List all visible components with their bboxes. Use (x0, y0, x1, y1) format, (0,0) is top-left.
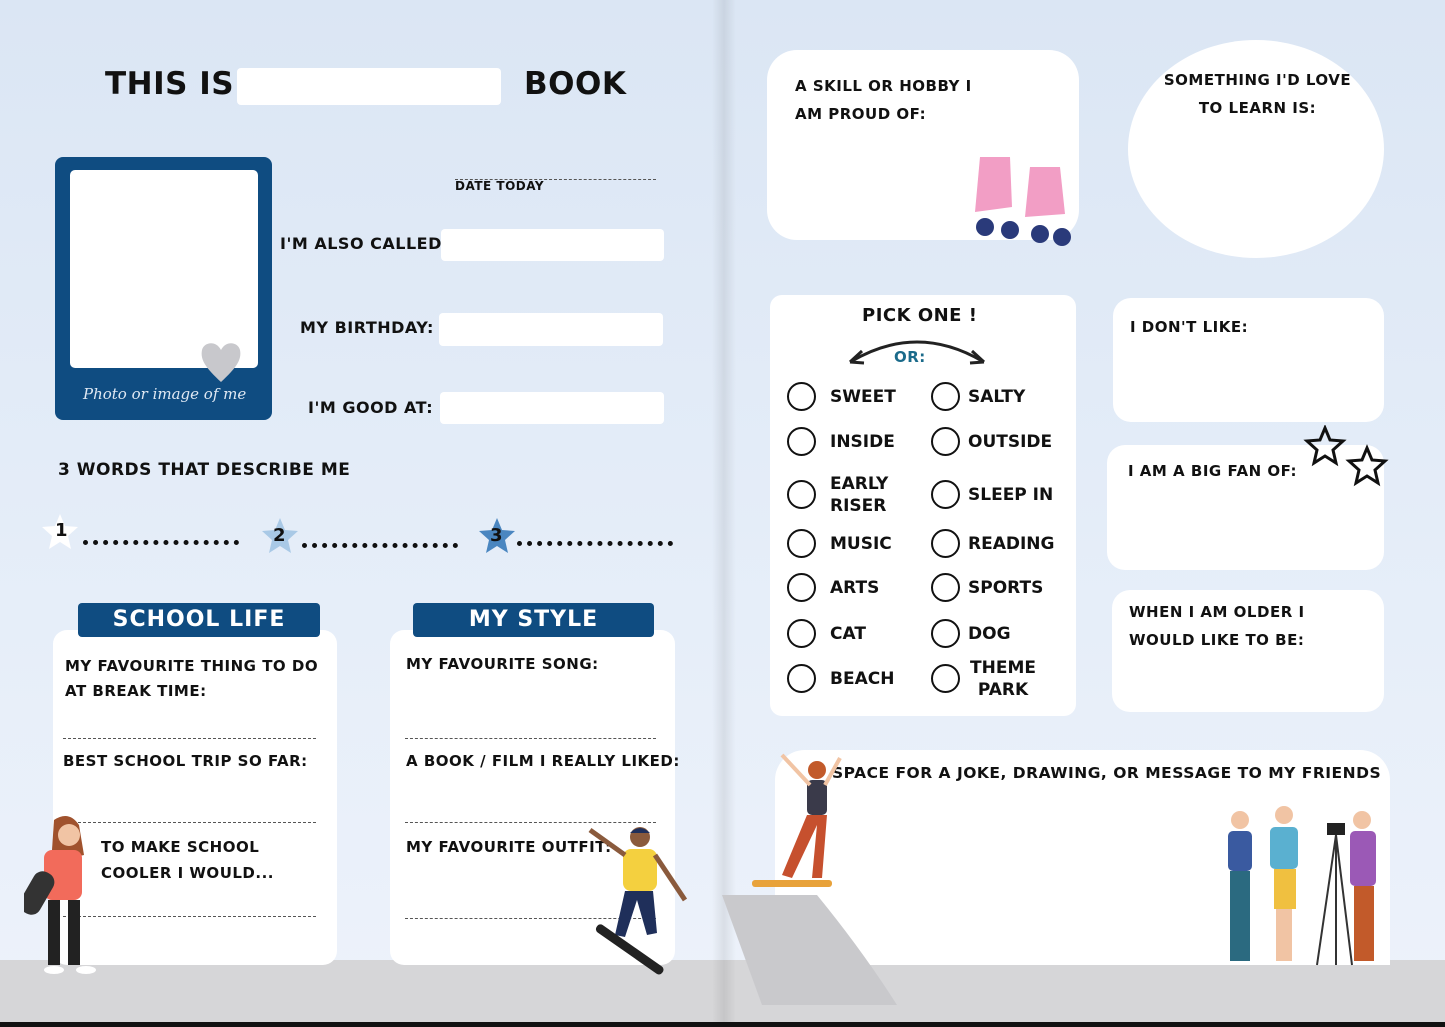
photo-frame: Photo or image of me (55, 157, 272, 420)
break-time-prompt: MY FAVOURITE THING TO DO AT BREAK TIME: (65, 657, 319, 700)
ground-strip (0, 960, 722, 1022)
also-called-label: I'M ALSO CALLED: (280, 234, 449, 253)
pick-one-card (770, 295, 1076, 716)
answer-line[interactable] (405, 822, 656, 823)
double-arrow-icon (848, 340, 986, 365)
book-spine (712, 0, 736, 1022)
option-label: SWEET (830, 387, 896, 407)
book-film-prompt: A BOOK / FILM I REALLY LIKED: (406, 752, 680, 770)
word-number-2: 2 (273, 525, 287, 546)
option-radio[interactable] (931, 382, 960, 411)
favourite-song-prompt: MY FAVOURITE SONG: (406, 655, 599, 673)
option-radio[interactable] (931, 619, 960, 648)
good-at-label: I'M GOOD AT: (308, 398, 434, 417)
girl-with-skateboard-illustration (24, 816, 96, 974)
option-label: EARLY RISER (830, 474, 889, 516)
option-radio[interactable] (787, 427, 816, 456)
message-prompt: SPACE FOR A JOKE, DRAWING, OR MESSAGE TO… (832, 764, 1382, 782)
option-label: SPORTS (968, 578, 1044, 598)
boy-skateboarding-illustration (588, 827, 688, 975)
answer-line[interactable] (405, 918, 656, 919)
birthday-field[interactable] (439, 313, 663, 346)
title-suffix: BOOK (524, 66, 627, 102)
learn-card (1128, 40, 1384, 258)
answer-line[interactable] (63, 822, 316, 823)
heart-icon (201, 343, 241, 382)
bottom-border (0, 1022, 1445, 1027)
option-radio[interactable] (787, 573, 816, 602)
word-line-2[interactable] (302, 543, 458, 548)
pick-one-title: PICK ONE ! (862, 305, 978, 326)
or-label: OR: (894, 348, 926, 366)
word-line-1[interactable] (83, 540, 239, 545)
option-radio[interactable] (787, 480, 816, 509)
photo-caption: Photo or image of me (83, 385, 247, 403)
school-life-card (53, 630, 337, 965)
option-label: OUTSIDE (968, 432, 1053, 452)
dont-like-prompt: I DON'T LIKE: (1130, 318, 1249, 336)
option-label: SLEEP IN (968, 485, 1054, 505)
school-cooler-prompt: TO MAKE SCHOOL COOLER I WOULD... (101, 838, 274, 882)
word-number-3: 3 (490, 525, 504, 546)
answer-line[interactable] (405, 738, 656, 739)
option-radio[interactable] (787, 529, 816, 558)
option-label: INSIDE (830, 432, 895, 452)
option-label: THEME PARK (970, 658, 1036, 700)
option-radio[interactable] (931, 480, 960, 509)
star-icon (42, 514, 78, 549)
answer-line[interactable] (63, 916, 316, 917)
also-called-field[interactable] (441, 229, 664, 261)
good-at-field[interactable] (440, 392, 664, 424)
school-trip-prompt: BEST SCHOOL TRIP SO FAR: (63, 752, 308, 770)
option-label: ARTS (830, 578, 880, 598)
word-number-1: 1 (55, 520, 69, 541)
option-label: BEACH (830, 669, 895, 689)
birthday-label: MY BIRTHDAY: (300, 318, 434, 337)
photo-area[interactable] (70, 170, 258, 368)
favourite-outfit-prompt: MY FAVOURITE OUTFIT: (406, 838, 612, 856)
three-words-label: 3 WORDS THAT DESCRIBE ME (58, 460, 351, 480)
option-radio[interactable] (931, 529, 960, 558)
option-radio[interactable] (931, 664, 960, 693)
option-radio[interactable] (931, 427, 960, 456)
title-prefix: THIS IS (105, 66, 235, 102)
option-label: MUSIC (830, 534, 892, 554)
word-line-3[interactable] (517, 541, 673, 546)
big-fan-prompt: I AM A BIG FAN OF: (1128, 462, 1298, 480)
dont-like-card (1113, 298, 1384, 422)
answer-line[interactable] (63, 738, 316, 739)
school-life-banner: SCHOOL LIFE (78, 603, 320, 637)
friends-filming-illustration (1228, 806, 1376, 966)
option-label: DOG (968, 624, 1011, 644)
option-label: READING (968, 534, 1055, 554)
learn-prompt: SOMETHING I'D LOVE TO LEARN IS: (1163, 71, 1352, 117)
option-label: SALTY (968, 387, 1026, 407)
star-icon (262, 518, 298, 553)
option-radio[interactable] (787, 664, 816, 693)
skater-on-ramp-illustration (722, 753, 897, 1005)
option-radio[interactable] (787, 619, 816, 648)
star-icon (479, 518, 515, 553)
skill-prompt: A SKILL OR HOBBY I AM PROUD OF: (795, 77, 972, 123)
name-field[interactable] (237, 68, 501, 105)
date-line[interactable] (455, 179, 656, 180)
my-style-banner: MY STYLE (413, 603, 654, 637)
option-radio[interactable] (787, 382, 816, 411)
older-card (1112, 590, 1384, 712)
stars-icon (1303, 425, 1389, 487)
older-prompt: WHEN I AM OLDER I WOULD LIKE TO BE: (1129, 603, 1305, 649)
option-radio[interactable] (931, 573, 960, 602)
roller-skates-illustration (975, 157, 1071, 246)
date-label: DATE TODAY (455, 179, 545, 193)
option-label: CAT (830, 624, 866, 644)
